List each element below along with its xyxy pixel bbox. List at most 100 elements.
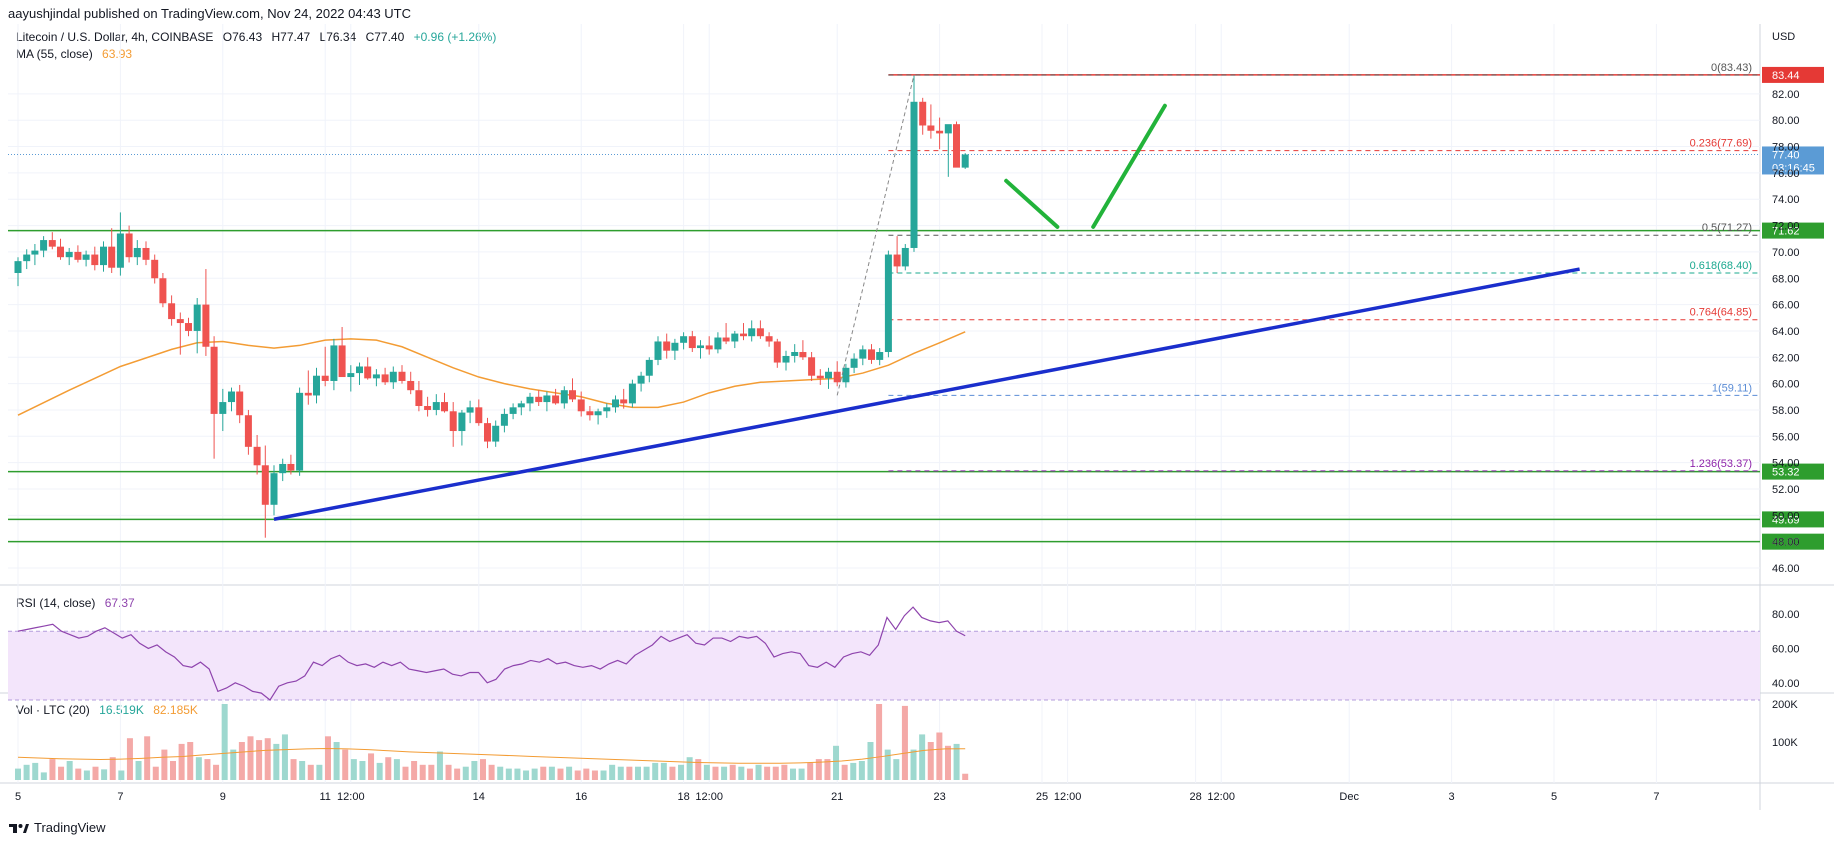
price-tick-label: 72.00	[1772, 221, 1800, 233]
symbol-legend: Litecoin / U.S. Dollar, 4h, COINBASE O76…	[16, 30, 496, 44]
candle	[773, 338, 781, 368]
candle	[526, 392, 534, 412]
volume-bar	[256, 740, 263, 780]
price-tick-label: 60.00	[1772, 379, 1800, 391]
candle-body	[577, 399, 585, 412]
candle-body	[936, 130, 944, 134]
candle	[210, 336, 218, 459]
candle-body	[740, 333, 748, 337]
volume-bar	[721, 766, 728, 780]
candle	[808, 352, 816, 381]
volume-bar	[101, 769, 108, 780]
volume-pane	[15, 704, 969, 780]
tradingview-logo-icon	[9, 823, 29, 833]
level-tag	[1762, 533, 1824, 550]
volume-bar	[230, 749, 237, 780]
candle	[219, 388, 227, 432]
candle	[142, 241, 150, 266]
candle	[833, 361, 841, 387]
projection-stroke	[1004, 178, 1060, 229]
candle	[876, 348, 884, 366]
candle	[475, 399, 483, 426]
rsi-value: 67.37	[104, 596, 135, 610]
candle-body	[142, 247, 150, 260]
candle-body	[338, 345, 346, 378]
candle	[372, 369, 380, 387]
tradingview-footer[interactable]: TradingView	[8, 820, 106, 835]
rsi-tick-label: 60.00	[1772, 643, 1800, 655]
candle-body	[210, 346, 218, 414]
volume-bar	[204, 759, 211, 780]
volume-bar	[652, 762, 659, 780]
candle	[893, 236, 901, 273]
candle	[603, 403, 611, 418]
candle-body	[74, 251, 82, 260]
candle	[663, 333, 671, 359]
price-tick-label: 80.00	[1772, 115, 1800, 127]
time-tick-label: 12:00	[1054, 791, 1082, 803]
candle-body	[628, 383, 636, 404]
candle-body	[663, 341, 671, 351]
current-price-label: 77.40	[1772, 149, 1800, 161]
candle-body	[56, 246, 64, 258]
candle-body	[705, 345, 713, 350]
candle	[586, 406, 594, 421]
volume-bar	[523, 770, 530, 780]
candle	[23, 249, 31, 270]
candle	[330, 338, 338, 391]
candle-body	[279, 463, 287, 474]
volume-bar	[264, 738, 271, 780]
volume-bar	[462, 766, 469, 780]
level-tag-label: 48.00	[1772, 537, 1800, 549]
candle-body	[415, 390, 423, 407]
candle-body	[424, 406, 432, 410]
volume-bar	[376, 762, 383, 780]
candle-body	[82, 254, 90, 260]
candle-body	[884, 254, 892, 353]
time-tick-label: 9	[220, 791, 226, 803]
rsi-pane	[8, 606, 1760, 701]
candle-body	[381, 374, 389, 383]
candle	[859, 345, 867, 366]
volume-bar	[40, 772, 47, 780]
time-tick-label: 5	[1551, 791, 1557, 803]
volume-bar	[609, 764, 616, 780]
candle-body	[91, 254, 99, 266]
candle-body	[773, 341, 781, 363]
price-tick-label: 56.00	[1772, 431, 1800, 443]
time-tick-label: 28	[1189, 791, 1201, 803]
symbol-label: Litecoin / U.S. Dollar, 4h, COINBASE	[16, 30, 214, 44]
candle-body	[714, 337, 722, 350]
candle	[82, 250, 90, 267]
candle-body	[893, 254, 901, 267]
volume-bar	[316, 764, 323, 780]
volume-bar	[695, 759, 702, 780]
trading-chart[interactable]: 71.62 53.32 49.69 48.00 83.44 0(83.43) 0.236(7…	[0, 0, 1834, 812]
candle	[202, 269, 210, 356]
candle-body	[407, 380, 415, 391]
fib-level-label: 1(59.11)	[1712, 382, 1752, 394]
candle-body	[440, 402, 448, 412]
publisher-header: aayushjindal published on TradingView.co…	[8, 6, 412, 21]
candle	[961, 153, 969, 169]
volume-bar	[876, 704, 883, 780]
candle	[415, 380, 423, 412]
candle-body	[552, 395, 560, 404]
candle	[356, 362, 364, 385]
candle	[952, 121, 960, 168]
close-value: C77.40	[365, 30, 405, 44]
fib-level-label: 0.5(71.27)	[1702, 222, 1752, 234]
candle	[671, 338, 679, 360]
candle	[484, 417, 492, 449]
volume-bar	[402, 766, 409, 780]
candle	[184, 317, 192, 337]
candle	[919, 97, 927, 135]
volume-bar	[772, 766, 779, 780]
candle	[100, 241, 108, 272]
volume-bar	[867, 742, 874, 780]
candle-body	[842, 367, 850, 383]
candle	[552, 388, 560, 405]
candle	[620, 388, 628, 409]
candle-body	[202, 304, 210, 347]
candle	[91, 246, 99, 271]
